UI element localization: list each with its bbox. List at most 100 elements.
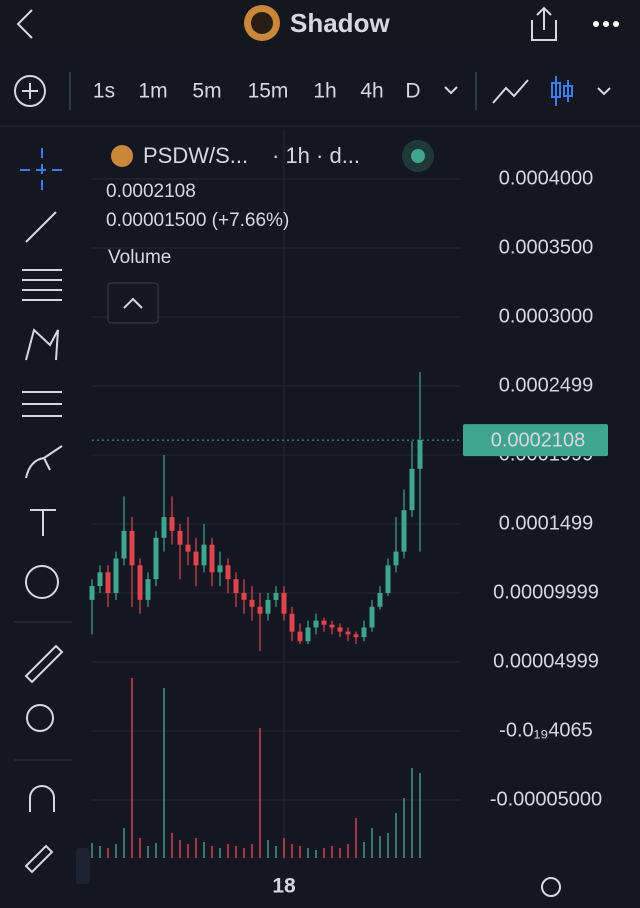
brush-tool[interactable] (25, 445, 63, 479)
candle-body (193, 551, 199, 566)
candle-body (401, 510, 407, 552)
candle-body (305, 627, 311, 642)
interval-button[interactable]: 1s (93, 80, 115, 103)
interval-button[interactable]: 1m (138, 80, 167, 103)
candle-body (201, 544, 207, 566)
token-logo-inner (251, 12, 273, 34)
interval-dropdown[interactable] (444, 86, 458, 95)
volume-label: Volume (108, 247, 171, 268)
candle-body (369, 606, 375, 628)
legend-symbol: PSDW/S... (143, 143, 248, 168)
candle-body (249, 599, 255, 607)
candle-body (241, 592, 247, 600)
toolbar (0, 60, 640, 122)
ruler-tool[interactable] (24, 644, 64, 684)
collapse-legend-button[interactable] (107, 282, 159, 324)
status-dot (411, 149, 425, 163)
legend-price: 0.0002108 (106, 181, 196, 202)
candle-body (145, 579, 151, 600)
crosshair-tool[interactable] (20, 148, 64, 192)
magnet-tool[interactable] (29, 785, 55, 812)
last-price-tag (463, 424, 608, 457)
candle-body (361, 627, 367, 638)
candle-body (121, 530, 127, 559)
add-button[interactable] (14, 75, 46, 107)
candle-body (161, 517, 167, 538)
more-button[interactable] (593, 21, 619, 27)
candle-body (385, 565, 391, 593)
drawing-tools (14, 148, 72, 874)
candle-body (233, 579, 239, 593)
candle-body (329, 624, 335, 628)
last-price-label: 0.0002108 (491, 429, 586, 451)
zoom-tool[interactable] (26, 704, 54, 732)
candle-body (257, 606, 263, 614)
back-button[interactable] (16, 9, 33, 39)
legend-details: · 1h · d... (272, 143, 360, 168)
candle-body (377, 592, 383, 607)
x-tick-label: 18 (272, 875, 296, 898)
candle-body (129, 530, 135, 566)
candle-body (353, 634, 359, 638)
y-tick-label: 0.00004999 (493, 650, 599, 672)
candle-body (289, 613, 295, 632)
collapse-button[interactable] (76, 848, 90, 884)
y-tick-label: 0.0003000 (499, 305, 594, 327)
y-tick-label: 0.0002499 (499, 374, 594, 396)
candle-body (185, 544, 191, 552)
candle-body (105, 572, 111, 593)
candle-body (393, 551, 399, 566)
trendline-tool[interactable] (25, 211, 57, 243)
legend-logo (111, 145, 133, 167)
candle-body (137, 565, 143, 600)
header-title: Shadow (290, 8, 390, 38)
candle-body (321, 620, 327, 625)
candle-body (113, 558, 119, 593)
header-bar (0, 0, 640, 50)
settings-button[interactable] (541, 877, 561, 897)
candle-body (273, 592, 279, 600)
candle-body (225, 565, 231, 580)
interval-button[interactable]: 5m (192, 80, 221, 103)
candle-body (281, 592, 287, 614)
candle-body (265, 599, 271, 614)
add-icon (22, 83, 38, 99)
candle-body (153, 537, 159, 580)
y-tick-label: 0.0003500 (499, 236, 594, 258)
candle-chart-button[interactable] (551, 76, 573, 106)
projection-tool[interactable] (22, 391, 62, 417)
interval-button[interactable]: 15m (248, 80, 289, 103)
plot-area (89, 130, 462, 860)
interval-button[interactable]: 4h (360, 80, 383, 103)
candle-body (89, 586, 95, 600)
y-tick-label: -0.0₁₉4065 (499, 719, 593, 741)
candle-body (409, 468, 415, 511)
pattern-tool[interactable] (25, 328, 59, 361)
y-tick-label: 0.0004000 (499, 167, 594, 189)
interval-button[interactable]: 1h (313, 80, 336, 103)
chart-type-dropdown[interactable] (597, 87, 611, 96)
candle-body (169, 517, 175, 531)
candle-body (177, 530, 183, 545)
y-tick-label: -0.00005000 (490, 788, 602, 810)
fib-tool[interactable] (22, 269, 62, 301)
candle-body (337, 627, 343, 632)
text-tool[interactable] (30, 509, 56, 536)
chevron-up (123, 297, 143, 309)
candle-body (345, 631, 351, 635)
candle-body (217, 565, 223, 573)
lock-drawing-tool[interactable] (24, 844, 54, 874)
share-button[interactable] (531, 6, 557, 41)
emoji-tool[interactable] (25, 565, 59, 599)
line-chart-button[interactable] (492, 79, 529, 104)
interval-button[interactable]: D (405, 80, 420, 103)
candle-body (209, 544, 215, 573)
legend-change: 0.00001500 (+7.66%) (106, 210, 289, 231)
candle-body (97, 572, 103, 587)
candle-body (313, 620, 319, 628)
candle-body (297, 631, 303, 642)
interval-group: 1s 1m 5m 15m 1h 4h D (93, 80, 421, 103)
y-tick-label: 0.0001499 (499, 512, 594, 534)
y-tick-label: 0.00009999 (493, 581, 599, 603)
